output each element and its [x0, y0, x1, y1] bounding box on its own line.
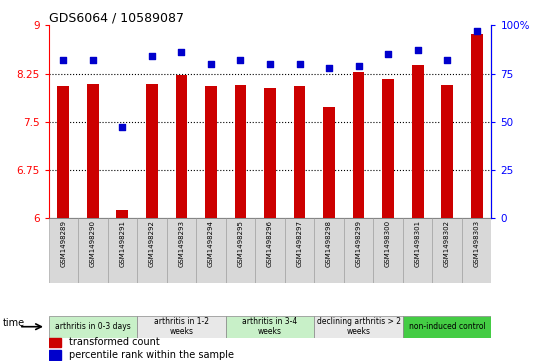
Text: GSM1498290: GSM1498290 [90, 220, 96, 267]
Bar [117, 210, 129, 363]
Bar [433, 218, 462, 283]
Bar [323, 107, 335, 363]
Bar [314, 218, 344, 283]
Text: GSM1498291: GSM1498291 [119, 220, 125, 267]
Bar [49, 316, 137, 338]
Point [236, 57, 245, 63]
Text: GSM1498297: GSM1498297 [296, 220, 302, 267]
Bar [344, 218, 373, 283]
Bar [373, 218, 403, 283]
Text: GSM1498295: GSM1498295 [238, 220, 244, 267]
Point [472, 28, 481, 34]
Bar [167, 218, 196, 283]
Text: arthritis in 1-2
weeks: arthritis in 1-2 weeks [154, 317, 209, 337]
Bar [403, 218, 433, 283]
Point [354, 63, 363, 69]
Text: arthritis in 0-3 days: arthritis in 0-3 days [55, 322, 131, 331]
Point [59, 57, 68, 63]
Bar [264, 88, 276, 363]
Bar [285, 218, 314, 283]
Bar [49, 350, 61, 360]
Text: GSM1498300: GSM1498300 [385, 220, 391, 267]
Point [295, 61, 304, 67]
Bar [78, 218, 107, 283]
Bar [294, 86, 306, 363]
Text: GSM1498302: GSM1498302 [444, 220, 450, 267]
Bar [49, 338, 61, 347]
Bar [403, 316, 491, 338]
Bar [462, 218, 491, 283]
Text: GSM1498289: GSM1498289 [60, 220, 66, 267]
Bar [176, 76, 187, 363]
Bar [255, 218, 285, 283]
Text: GSM1498299: GSM1498299 [355, 220, 362, 267]
Bar [107, 218, 137, 283]
Bar [382, 79, 394, 363]
Bar [146, 85, 158, 363]
Text: declining arthritis > 2
weeks: declining arthritis > 2 weeks [316, 317, 401, 337]
Point [413, 48, 422, 53]
Text: percentile rank within the sample: percentile rank within the sample [69, 350, 233, 360]
Point [118, 125, 127, 130]
Point [384, 51, 393, 57]
Bar [234, 85, 246, 363]
Bar [441, 85, 453, 363]
Point [89, 57, 97, 63]
Bar [137, 316, 226, 338]
Text: GSM1498294: GSM1498294 [208, 220, 214, 267]
Text: GSM1498296: GSM1498296 [267, 220, 273, 267]
Text: transformed count: transformed count [69, 337, 159, 347]
Point [177, 49, 186, 55]
Bar [471, 34, 483, 363]
Point [207, 61, 215, 67]
Text: GSM1498292: GSM1498292 [149, 220, 155, 267]
Text: non-induced control: non-induced control [409, 322, 485, 331]
Point [325, 65, 333, 71]
Text: time: time [3, 318, 25, 328]
Text: GSM1498298: GSM1498298 [326, 220, 332, 267]
Point [266, 61, 274, 67]
Bar [205, 86, 217, 363]
Bar [226, 316, 314, 338]
Bar [87, 85, 99, 363]
Bar [353, 72, 364, 363]
Text: GSM1498301: GSM1498301 [415, 220, 421, 267]
Bar [411, 65, 423, 363]
Text: GDS6064 / 10589087: GDS6064 / 10589087 [49, 11, 184, 24]
Text: GSM1498303: GSM1498303 [474, 220, 480, 267]
Bar [314, 316, 403, 338]
Point [147, 53, 156, 59]
Bar [226, 218, 255, 283]
Bar [137, 218, 167, 283]
Bar [57, 86, 69, 363]
Bar [49, 218, 78, 283]
Bar [196, 218, 226, 283]
Text: GSM1498293: GSM1498293 [178, 220, 185, 267]
Point [443, 57, 451, 63]
Text: arthritis in 3-4
weeks: arthritis in 3-4 weeks [242, 317, 298, 337]
